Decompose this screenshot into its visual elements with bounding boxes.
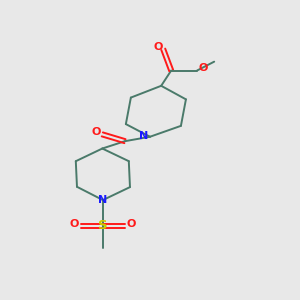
- Text: S: S: [98, 220, 108, 232]
- Text: N: N: [139, 131, 148, 141]
- Text: O: O: [153, 42, 163, 52]
- Text: O: O: [92, 127, 101, 137]
- Text: N: N: [98, 195, 107, 205]
- Text: O: O: [198, 63, 208, 73]
- Text: O: O: [127, 220, 136, 230]
- Text: O: O: [70, 220, 79, 230]
